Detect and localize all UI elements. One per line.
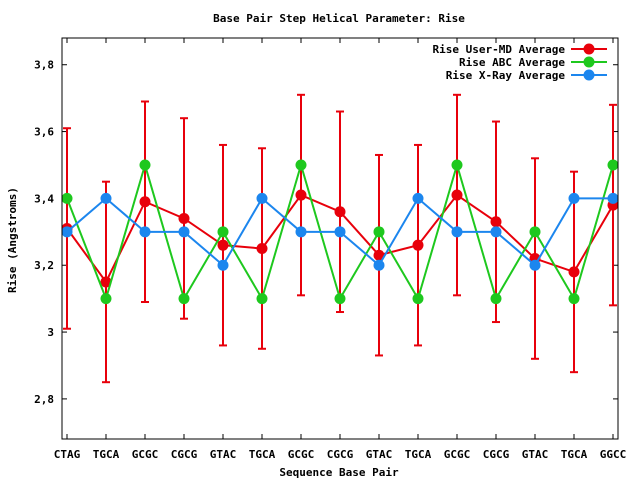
data-point <box>568 266 580 278</box>
legend-swatch-marker <box>583 69 595 81</box>
data-point <box>139 196 151 208</box>
data-point <box>568 293 580 305</box>
data-point <box>451 226 463 238</box>
data-point <box>178 293 190 305</box>
data-point <box>100 192 112 204</box>
y-axis-label: Rise (Angstroms) <box>6 187 19 293</box>
data-point <box>61 226 73 238</box>
data-point <box>100 276 112 288</box>
data-point <box>490 216 502 228</box>
data-point <box>61 192 73 204</box>
data-point <box>295 159 307 171</box>
legend-label: Rise User-MD Average <box>433 43 566 56</box>
data-point <box>139 226 151 238</box>
data-point <box>178 212 190 224</box>
data-point <box>607 192 619 204</box>
data-point <box>139 159 151 171</box>
legend-swatch-marker <box>583 56 595 68</box>
x-tick-label: TGCA <box>249 448 276 461</box>
data-point <box>490 293 502 305</box>
x-tick-label: GGCC <box>600 448 627 461</box>
data-point <box>373 226 385 238</box>
x-tick-label: GTAC <box>522 448 549 461</box>
data-point <box>568 192 580 204</box>
data-point <box>412 239 424 251</box>
x-tick-label: GCGC <box>444 448 471 461</box>
x-tick-label: GTAC <box>210 448 237 461</box>
data-point <box>295 226 307 238</box>
x-tick-label: TGCA <box>405 448 432 461</box>
data-point <box>334 293 346 305</box>
data-point <box>334 226 346 238</box>
data-point <box>334 206 346 218</box>
chart-title: Base Pair Step Helical Parameter: Rise <box>213 12 465 25</box>
data-point <box>529 226 541 238</box>
data-point <box>451 159 463 171</box>
data-point <box>217 226 229 238</box>
series-group <box>61 93 619 384</box>
x-tick-label: CGCG <box>327 448 354 461</box>
data-point <box>451 189 463 201</box>
legend-label: Rise ABC Average <box>459 56 565 69</box>
data-point <box>295 189 307 201</box>
data-point <box>373 259 385 271</box>
data-point <box>256 293 268 305</box>
data-point <box>256 192 268 204</box>
data-point <box>412 293 424 305</box>
x-tick-label: CGCG <box>171 448 198 461</box>
series-3 <box>61 192 619 271</box>
y-tick-label: 3,8 <box>34 59 54 72</box>
data-point <box>607 159 619 171</box>
x-axis-label: Sequence Base Pair <box>279 466 399 479</box>
plot-frame <box>61 37 619 440</box>
data-point <box>373 249 385 261</box>
y-tick-label: 3,6 <box>34 126 54 139</box>
y-tick-label: 3,2 <box>34 259 54 272</box>
x-tick-label: TGCA <box>561 448 588 461</box>
data-point <box>217 239 229 251</box>
data-point <box>256 243 268 255</box>
legend-swatch-marker <box>583 43 595 55</box>
x-tick-label: CGCG <box>483 448 510 461</box>
data-point <box>412 192 424 204</box>
y-tick-label: 2,8 <box>34 393 54 406</box>
data-point <box>178 226 190 238</box>
x-tick-label: TGCA <box>93 448 120 461</box>
axis-ticks: 2,8 3 3,2 3,4 3,6 3,8 CTAG TGCA GCGC CGCG GTAC TGCA… <box>34 38 626 461</box>
y-tick-label: 3,4 <box>34 192 54 205</box>
x-tick-label: GCGC <box>132 448 159 461</box>
data-point <box>529 259 541 271</box>
x-tick-label: GCGC <box>288 448 315 461</box>
data-point <box>100 293 112 305</box>
y-tick-label: 3 <box>47 326 54 339</box>
x-tick-label: CTAG <box>54 448 81 461</box>
x-tick-label: GTAC <box>366 448 393 461</box>
legend-label: Rise X-Ray Average <box>446 69 566 82</box>
data-point <box>217 259 229 271</box>
data-point <box>490 226 502 238</box>
series-1 <box>61 93 619 384</box>
